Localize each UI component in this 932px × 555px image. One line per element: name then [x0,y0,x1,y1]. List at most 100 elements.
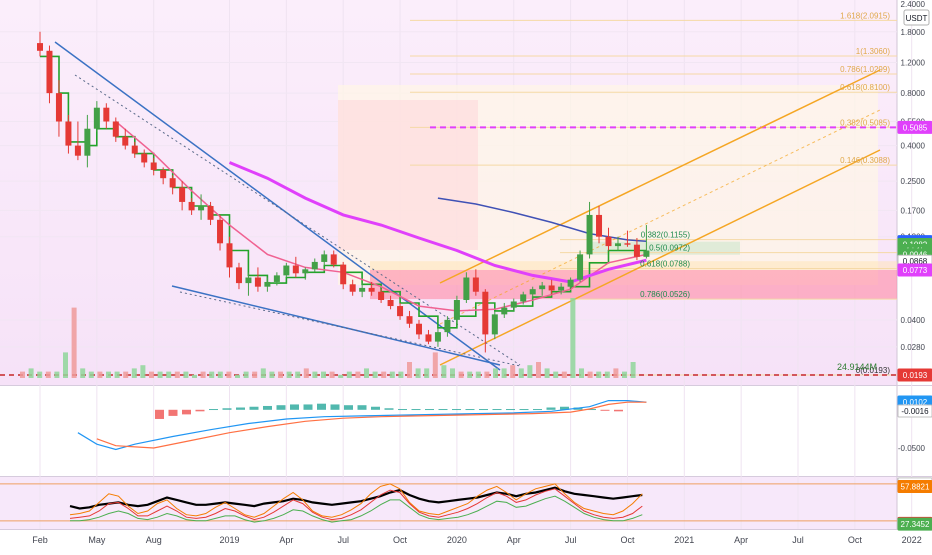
volume-bar [71,307,77,378]
candle-body [340,264,347,285]
fib-level-label: 0.146(0.3088) [840,156,890,165]
volume-bar [415,368,421,378]
candle-body [349,284,356,292]
x-axis-tick-label: Apr [507,535,521,545]
candle-body [567,279,574,287]
y-axis-tick-label: 0.2500 [901,177,926,186]
y-axis-tick-label: 0.0280 [901,343,926,352]
price-series [37,31,650,353]
macd-histogram-bar [371,406,380,410]
candle-body [311,261,318,270]
macd-histogram-bar [303,404,313,410]
volume-bar [527,365,533,378]
volume-bar [604,371,610,378]
candle-body [46,50,53,94]
candle-body [548,285,555,291]
x-axis-tick-label: Jul [565,535,577,545]
macd-histogram-bar [519,409,529,411]
candle-body [84,128,91,156]
y-axis-tick-label: 0.1700 [901,206,926,215]
volume-bar [97,371,103,378]
candle-body [463,277,470,300]
macd-histogram-bar [452,409,461,411]
candle-body [188,201,195,211]
oscillator-line [69,488,643,521]
volume-bar [312,371,318,378]
volume-bar [157,371,163,378]
candle-body [74,145,81,156]
price-badge: 0.5085 [897,120,932,134]
price-badge-text: 0.0102 [903,398,928,407]
macd-histogram-bar [344,405,353,410]
x-axis-tick-label: Oct [393,535,408,545]
candle-body [160,169,167,179]
y-axis-tick-label: 0.4000 [901,142,926,151]
macd-histogram-bar [560,406,569,410]
price-badge-box [897,480,932,494]
volume-bar [209,371,215,378]
macd-axis-label: -0.0500 [898,444,926,453]
volume-bar [364,368,369,378]
macd-line [77,400,647,451]
candle-body [131,145,138,154]
volume-bar [80,368,86,378]
price-badge-text: 27.3452 [901,520,930,529]
price-badge-box [897,368,932,382]
fib-level-label: 0.618(0.0788) [640,260,690,269]
candle-body [558,286,565,291]
fib-level-label: 0.5(0.0972) [649,244,690,253]
macd-histogram-bar [425,409,434,411]
volume-bar [28,368,34,378]
macd-histogram-bar [587,409,596,411]
fib-labels: 1.618(2.0915) 1(1.3060) 0.786(1.0299) 0.618… [640,11,890,375]
volume-bar [398,371,404,378]
candle-body [283,265,290,276]
candle-body [614,243,621,247]
candle-body [406,316,413,324]
x-axis-tick-label: Apr [734,535,748,545]
price-badge-text: 57.8821 [901,483,930,492]
volume-bar [536,362,541,378]
x-axis-tick-label: Jul [792,535,804,545]
volume-bar [441,365,447,378]
volume-bar [501,368,507,378]
candle-body [93,107,100,129]
candle-body [397,306,404,317]
fib-level-label: 0.618(0.8100) [840,83,890,92]
candle-body [482,291,489,335]
candle-body [529,289,536,295]
candle-body [235,267,242,284]
volume-bar [432,352,438,378]
y-axis-tick-label: 2.4000 [901,0,926,9]
ichimoku-cloud-area [338,100,478,250]
volume-bar [235,374,240,378]
candle-body [217,219,224,244]
volume-bar [166,371,172,378]
volume-bar [252,371,258,378]
macd-histogram-bar [222,408,232,410]
candle-body [434,332,441,342]
candle-body [169,178,176,188]
macd-histogram-bar [411,409,421,411]
channel-lower-line [439,149,881,366]
volume-bar [484,371,490,378]
oscillator-badge: 27.3452 [897,517,932,531]
candle-body [444,319,451,333]
volume-bar [63,352,68,378]
macd-histogram-bar [357,405,367,410]
macd-histogram-bar [479,409,488,411]
macd-histogram-bar [330,404,340,410]
price-badge-box [897,517,932,531]
candle-body [605,236,612,247]
x-axis-tick-label: Jul [337,535,349,545]
volume-bar [338,374,344,378]
currency-box[interactable]: USDT [903,9,930,26]
macd-histogram-bar [290,404,299,410]
fib-level-label: 0.786(1.0299) [840,65,890,74]
fib-level-label: 1.618(2.0915) [840,11,890,20]
volume-bar [630,362,636,378]
macd-histogram-bar [155,409,164,419]
price-badge-text: 0.0193 [903,371,928,380]
